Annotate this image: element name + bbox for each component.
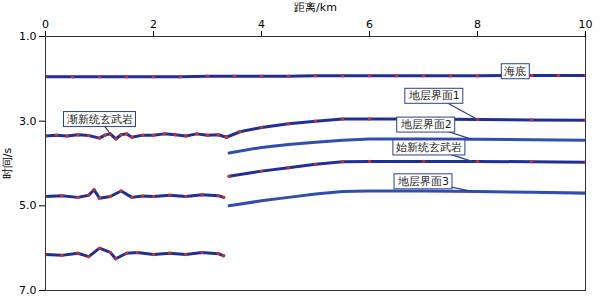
svg-text:海底: 海底 [504,65,526,78]
svg-text:3.0: 3.0 [19,115,37,128]
svg-text:2: 2 [150,18,157,31]
svg-text:地层界面1: 地层界面1 [408,89,460,102]
svg-text:地层界面3: 地层界面3 [397,175,449,188]
svg-text:10: 10 [579,18,593,31]
svg-text:渐新统玄武岩: 渐新统玄武岩 [67,113,133,126]
svg-text:5.0: 5.0 [19,199,37,212]
svg-text:1.0: 1.0 [19,30,37,43]
svg-text:8: 8 [474,18,481,31]
svg-text:始新统玄武岩: 始新统玄武岩 [396,141,462,154]
svg-text:6: 6 [366,18,373,31]
svg-text:4: 4 [258,18,265,31]
svg-text:地层界面2: 地层界面2 [400,118,452,131]
svg-text:时间/s: 时间/s [1,148,14,180]
svg-text:0: 0 [42,18,49,31]
svg-text:7.0: 7.0 [19,284,37,297]
svg-text:距离/km: 距离/km [294,1,337,14]
